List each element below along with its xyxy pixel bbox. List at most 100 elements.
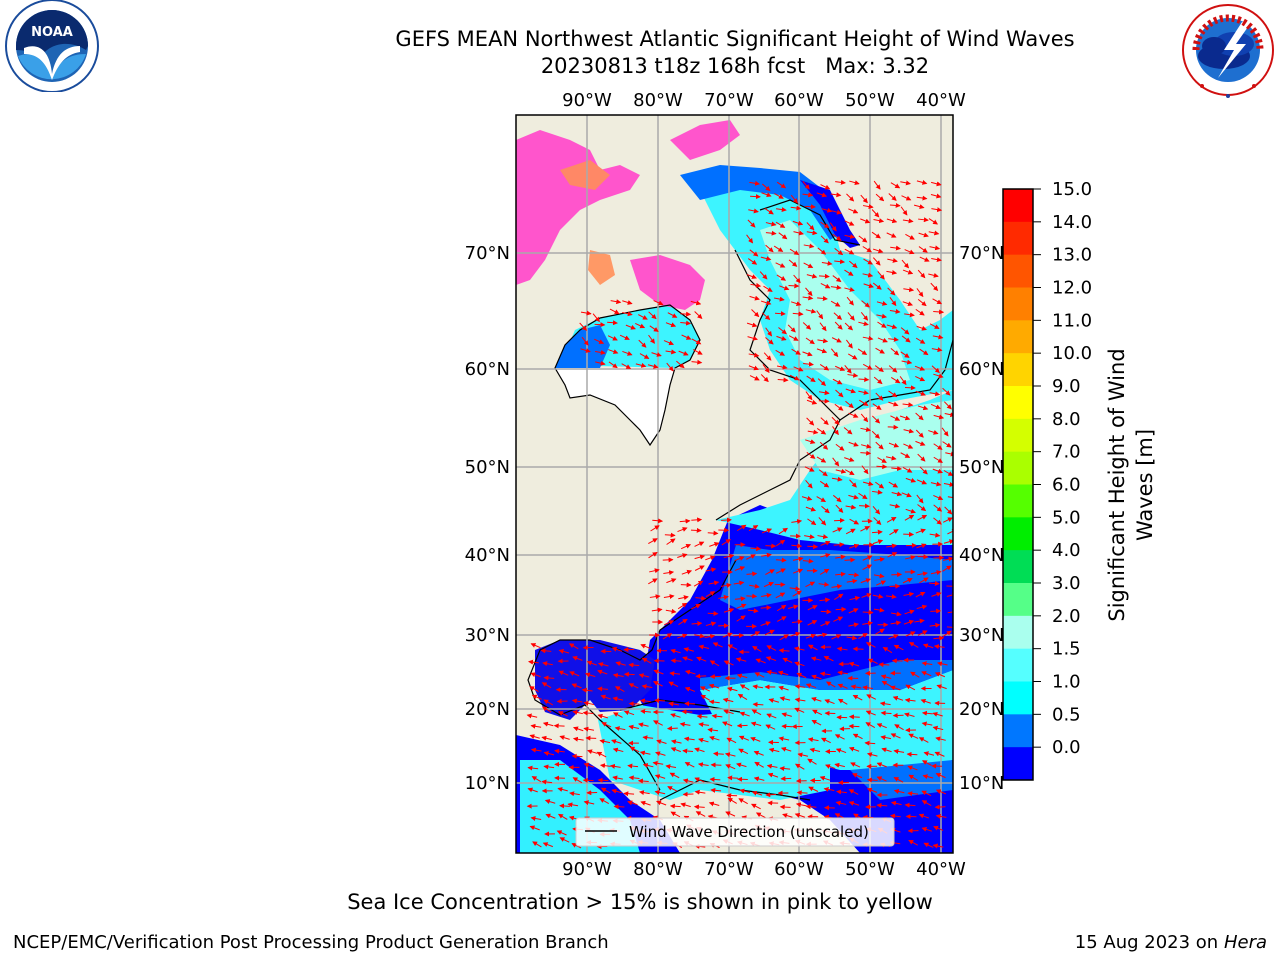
wind-wave-arrow (929, 245, 941, 251)
wind-wave-arrow (917, 453, 926, 462)
lon-label: 80°W (633, 859, 683, 880)
wind-wave-arrow (727, 775, 739, 781)
wind-wave-arrow (844, 287, 855, 292)
wind-wave-arrow (694, 311, 703, 320)
wind-wave-arrow (885, 594, 897, 600)
wind-wave-arrow (621, 363, 632, 369)
wind-wave-arrow (698, 644, 710, 650)
wind-wave-arrow (622, 300, 633, 305)
wind-wave-arrow (694, 633, 705, 639)
wind-wave-arrow (935, 789, 947, 795)
wind-wave-arrow (540, 648, 552, 654)
wind-wave-arrow (832, 457, 840, 467)
wind-wave-arrow (764, 208, 774, 215)
wind-wave-arrow (595, 349, 606, 355)
date-label: 15 Aug 2023 on (1074, 932, 1219, 953)
wind-wave-arrow (845, 504, 857, 510)
wind-wave-arrow (723, 660, 734, 666)
wind-wave-arrow (900, 327, 910, 335)
wind-wave-arrow (793, 366, 804, 372)
wind-wave-arrow (640, 643, 651, 649)
sea-ice-region (516, 130, 640, 285)
wind-wave-arrow (930, 282, 939, 292)
wind-wave-arrow (789, 586, 801, 592)
wind-wave-arrow (775, 592, 786, 599)
wind-wave-arrow (947, 529, 953, 535)
wind-wave-arrow (817, 296, 828, 301)
credit-text: NCEP/EMC/Verification Post Processing Pr… (13, 932, 609, 953)
wind-wave-arrow (936, 684, 947, 690)
wind-wave-arrow (889, 297, 897, 307)
wind-wave-arrow (931, 347, 943, 353)
wind-wave-arrow (628, 724, 640, 730)
wind-wave-arrow (649, 325, 659, 332)
wind-wave-arrow (879, 701, 891, 707)
wind-wave-arrow (818, 469, 828, 477)
wind-wave-arrow (654, 790, 666, 795)
wind-wave-arrow (750, 546, 762, 552)
wind-wave-arrow (862, 204, 874, 210)
colorbar-tick-label: 12.0 (1052, 278, 1092, 299)
wind-wave-arrow (904, 697, 916, 703)
wind-wave-arrow (592, 313, 600, 323)
wind-wave-arrow (530, 643, 541, 649)
wind-wave-arrow (663, 594, 675, 600)
wind-wave-arrow (684, 686, 696, 692)
lat-label: 50°N (465, 457, 510, 478)
wind-wave-arrow (802, 322, 812, 330)
wind-wave-arrow (788, 335, 799, 341)
wind-wave-arrow (648, 552, 658, 559)
wind-wave-arrow (859, 503, 870, 509)
wind-wave-arrow (678, 350, 689, 356)
chart-title: GEFS MEAN Northwest Atlantic Significant… (395, 27, 1075, 51)
lon-label: 70°W (704, 90, 754, 111)
wind-wave-arrow (908, 733, 919, 739)
wind-wave-arrow (835, 179, 846, 185)
wind-wave-arrow (888, 481, 899, 488)
colorbar-segment (1003, 517, 1033, 551)
wind-wave-arrow (834, 762, 845, 768)
wind-wave-arrow (875, 441, 884, 450)
wind-wave-arrow (613, 804, 625, 810)
wind-wave-arrow (942, 387, 951, 396)
wind-wave-arrow (906, 751, 918, 757)
colorbar (1003, 189, 1033, 781)
wind-wave-arrow (831, 416, 840, 425)
wind-wave-arrow (915, 429, 924, 438)
wind-wave-arrow (819, 671, 831, 677)
colorbar-tick-label: 0.0 (1052, 737, 1081, 758)
wind-wave-arrow (862, 481, 874, 487)
wind-wave-arrow (751, 309, 760, 318)
wind-wave-arrow (943, 401, 952, 410)
wind-wave-arrow (873, 573, 885, 579)
wind-wave-arrow (819, 568, 830, 575)
wind-wave-arrow (848, 608, 859, 614)
wind-wave-arrow (806, 222, 815, 231)
wind-wave-arrow (749, 583, 760, 589)
wind-wave-arrow (794, 707, 805, 713)
wind-wave-arrow (892, 696, 904, 701)
wind-wave-arrow (941, 427, 949, 437)
wind-wave-arrow (891, 491, 903, 497)
wind-wave-arrow (942, 630, 952, 638)
wind-wave-arrow (622, 311, 633, 317)
wind-wave-arrow (609, 763, 621, 769)
chart-subtitle: 20230813 t18z 168h fcst Max: 3.32 (540, 54, 930, 78)
wind-wave-arrow (544, 799, 556, 804)
wind-wave-arrow (802, 351, 813, 357)
wind-wave-arrow (845, 388, 856, 394)
wind-wave-arrow (888, 390, 898, 398)
colorbar-tick-label: 0.5 (1052, 704, 1081, 725)
wind-wave-arrow (597, 713, 608, 719)
wind-wave-arrow (877, 337, 888, 343)
wind-wave-arrow (787, 604, 799, 610)
wind-wave-arrow (678, 595, 689, 601)
wind-wave-arrow (917, 571, 928, 577)
wind-wave-arrow (931, 257, 942, 263)
wind-wave-arrow (530, 723, 542, 729)
wind-wave-arrow (917, 554, 929, 560)
wind-wave-arrow (746, 234, 754, 244)
wind-wave-arrow (790, 301, 802, 306)
wind-wave-arrow (806, 399, 818, 405)
wind-wave-arrow (930, 570, 942, 575)
